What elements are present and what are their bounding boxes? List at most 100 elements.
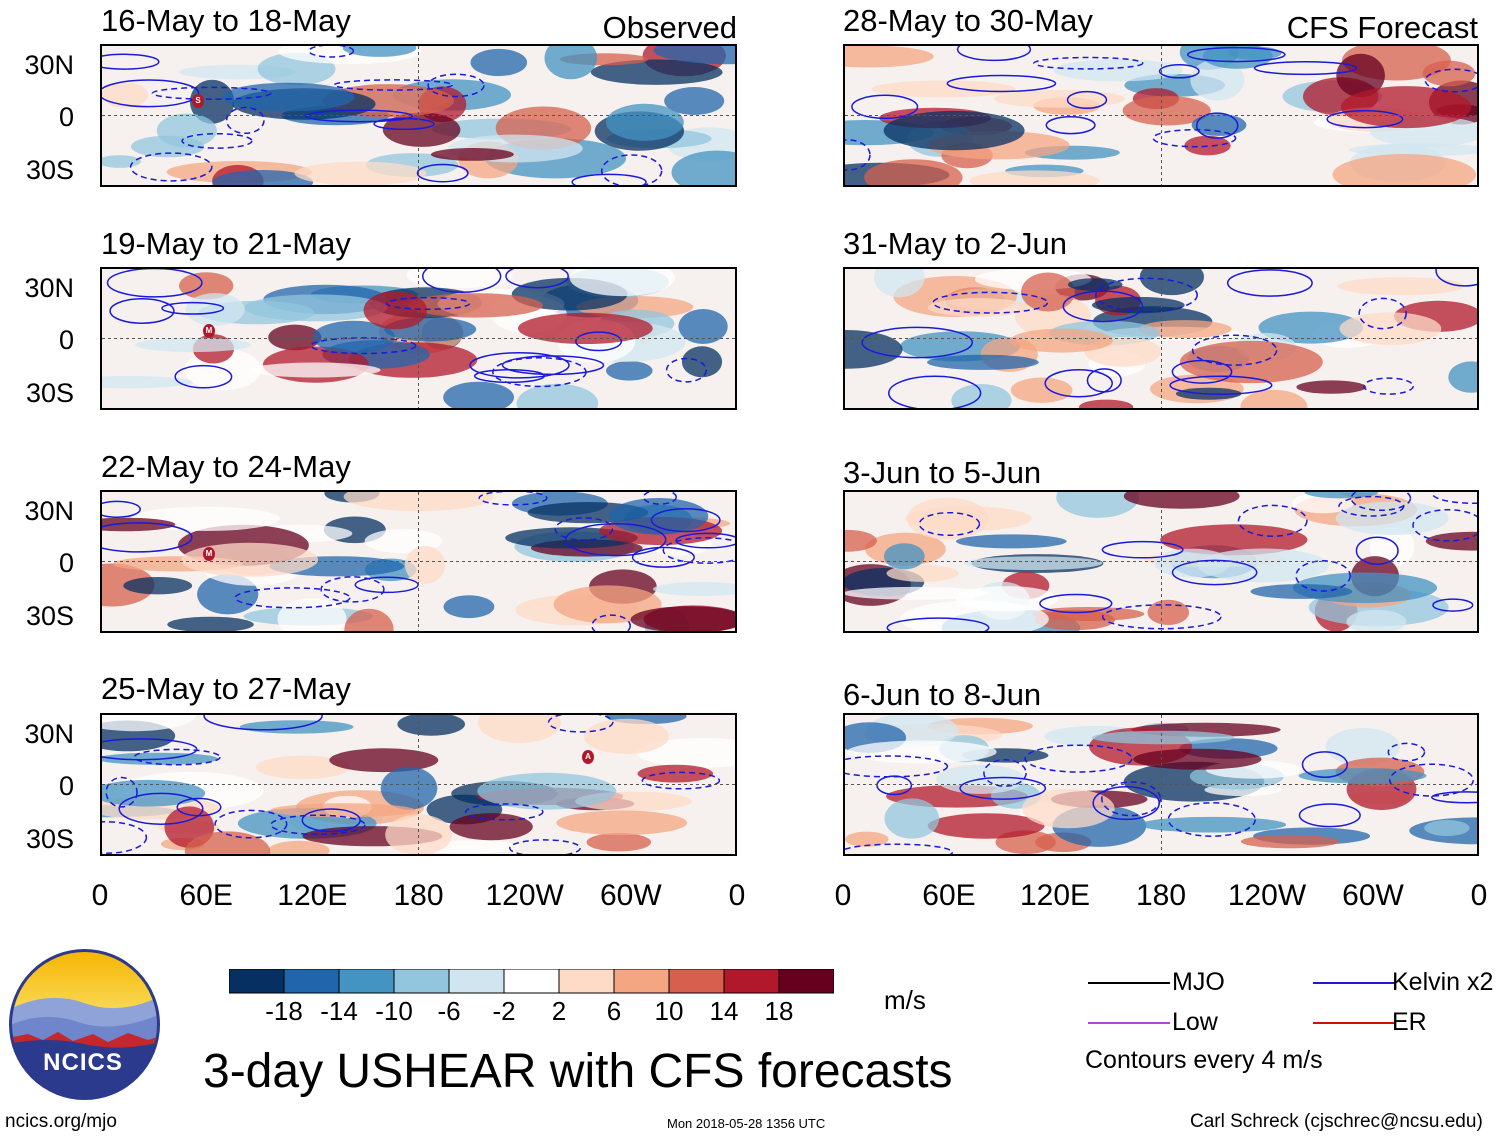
shear-anomaly-patch — [1240, 834, 1339, 849]
shear-anomaly-patch — [449, 813, 533, 841]
lat-30s-label: 30S — [25, 601, 74, 631]
kelvin-contour — [373, 117, 435, 131]
lat-0-label: 0 — [58, 325, 74, 355]
lat-30n-label: 30N — [24, 719, 74, 749]
kelvin-contour — [105, 776, 138, 808]
colorbar-tick-label: 14 — [709, 996, 739, 1026]
shear-anomaly-patch — [1010, 328, 1113, 353]
lat-30n-label: 30N — [24, 273, 74, 303]
shear-anomaly-patch — [477, 772, 617, 810]
panel-title-fc-2: 31-May to 2-Jun — [843, 226, 1067, 261]
shear-anomaly-patch — [181, 542, 319, 577]
lon-tick-label: 0 — [1470, 879, 1488, 912]
kelvin-contour — [106, 269, 203, 298]
shear-anomaly-patch — [846, 740, 997, 764]
lat-30s-label: 30S — [25, 824, 74, 854]
kelvin-contour — [1195, 112, 1239, 139]
shear-anomaly-patch — [927, 354, 1039, 370]
colorbar-tick-label: -18 — [265, 996, 303, 1026]
lon-tick-label: 0 — [834, 879, 852, 912]
lon-tick-label: 120E — [277, 879, 348, 912]
shear-anomaly-patch — [1332, 154, 1477, 185]
shear-anomaly-patch — [1122, 95, 1211, 126]
shear-anomaly-patch — [653, 582, 735, 596]
shear-anomaly-patch — [443, 595, 495, 619]
storm-marker: M — [203, 324, 215, 338]
shear-anomaly-patch — [1123, 492, 1240, 509]
footer-url[interactable]: ncics.org/mjo — [5, 1111, 117, 1132]
kelvin-contour — [386, 296, 471, 311]
colorbar-tick-label: 2 — [551, 996, 567, 1026]
shear-anomaly-patch — [156, 113, 217, 148]
kelvin-contour — [956, 46, 1032, 62]
lat-0-label: 0 — [58, 102, 74, 132]
map-panel-forecast-3 — [843, 490, 1479, 633]
legend-line-er — [1313, 1022, 1395, 1024]
kelvin-contour — [1169, 375, 1273, 395]
shear-anomaly-patch — [1335, 501, 1449, 535]
shear-anomaly-patch — [268, 324, 322, 351]
kelvin-contour — [1298, 803, 1361, 828]
shear-anomaly-patch — [343, 492, 494, 512]
shear-anomaly-patch — [179, 272, 234, 300]
shear-anomaly-patch — [951, 384, 1012, 408]
map-panel-forecast-4 — [843, 713, 1479, 856]
kelvin-contour — [1186, 46, 1286, 63]
lat-30s-label: 30S — [25, 378, 74, 408]
kelvin-contour — [1435, 269, 1477, 287]
colorbar-segment — [668, 969, 725, 994]
kelvin-contour — [320, 576, 385, 603]
shear-anomaly-patch — [1339, 312, 1442, 345]
shear-anomaly-patch — [1154, 548, 1231, 578]
shear-anomaly-patch — [397, 715, 465, 736]
colorbar-segment — [448, 969, 505, 994]
kelvin-contour — [918, 511, 981, 537]
colorbar-segment — [558, 969, 615, 994]
shear-field-map — [845, 46, 1477, 185]
kelvin-contour — [845, 755, 949, 778]
kelvin-contour — [1033, 56, 1144, 70]
panel-title-obs-2: 19-May to 21-May — [101, 226, 351, 261]
shear-anomaly-patch — [516, 383, 599, 408]
shear-anomaly-patch — [1179, 340, 1323, 384]
kelvin-contour — [1237, 504, 1308, 537]
shear-anomaly-patch — [380, 766, 438, 810]
shear-anomaly-patch — [518, 312, 653, 344]
colorbar-segment — [338, 969, 395, 994]
shear-anomaly-patch — [212, 170, 314, 185]
kelvin-contour — [1412, 508, 1477, 542]
kelvin-contour — [174, 364, 233, 389]
shear-anomaly-patch — [1298, 768, 1427, 784]
shear-anomaly-patch — [277, 598, 347, 631]
kelvin-contour — [675, 532, 735, 549]
shear-anomaly-patch — [1056, 492, 1139, 518]
shear-anomaly-patch — [363, 291, 427, 330]
kelvin-contour — [662, 537, 735, 564]
shear-anomaly-patch — [443, 381, 514, 408]
shear-field-map — [845, 492, 1477, 631]
lon-tick-label: 60E — [179, 879, 233, 912]
shear-anomaly-patch — [478, 715, 561, 744]
shear-anomaly-patch — [845, 330, 903, 369]
kelvin-contour — [118, 792, 204, 825]
kelvin-contour — [1431, 791, 1477, 804]
shear-anomaly-patch — [1160, 524, 1308, 556]
colorbar-tick-label: -2 — [492, 996, 516, 1026]
colorbar — [229, 969, 834, 994]
shear-anomaly-patch — [382, 112, 461, 147]
kelvin-contour — [600, 154, 663, 185]
shear-anomaly-patch — [845, 586, 988, 600]
shear-anomaly-patch — [1139, 269, 1204, 296]
map-panel-forecast-2 — [843, 267, 1479, 410]
shear-anomaly-patch — [408, 293, 543, 318]
panel-title-fc-1: 28-May to 30-May — [843, 3, 1093, 38]
shear-anomaly-patch — [1448, 361, 1477, 393]
shear-anomaly-patch — [1424, 820, 1470, 836]
lon-tick-label: 0 — [728, 879, 746, 912]
kelvin-contour — [161, 301, 225, 315]
shear-anomaly-patch — [964, 556, 1103, 570]
kelvin-contour — [1338, 495, 1405, 517]
colorbar-tick-label: 18 — [764, 996, 794, 1026]
kelvin-contour — [1424, 68, 1477, 93]
colorbar-segment — [229, 969, 285, 994]
